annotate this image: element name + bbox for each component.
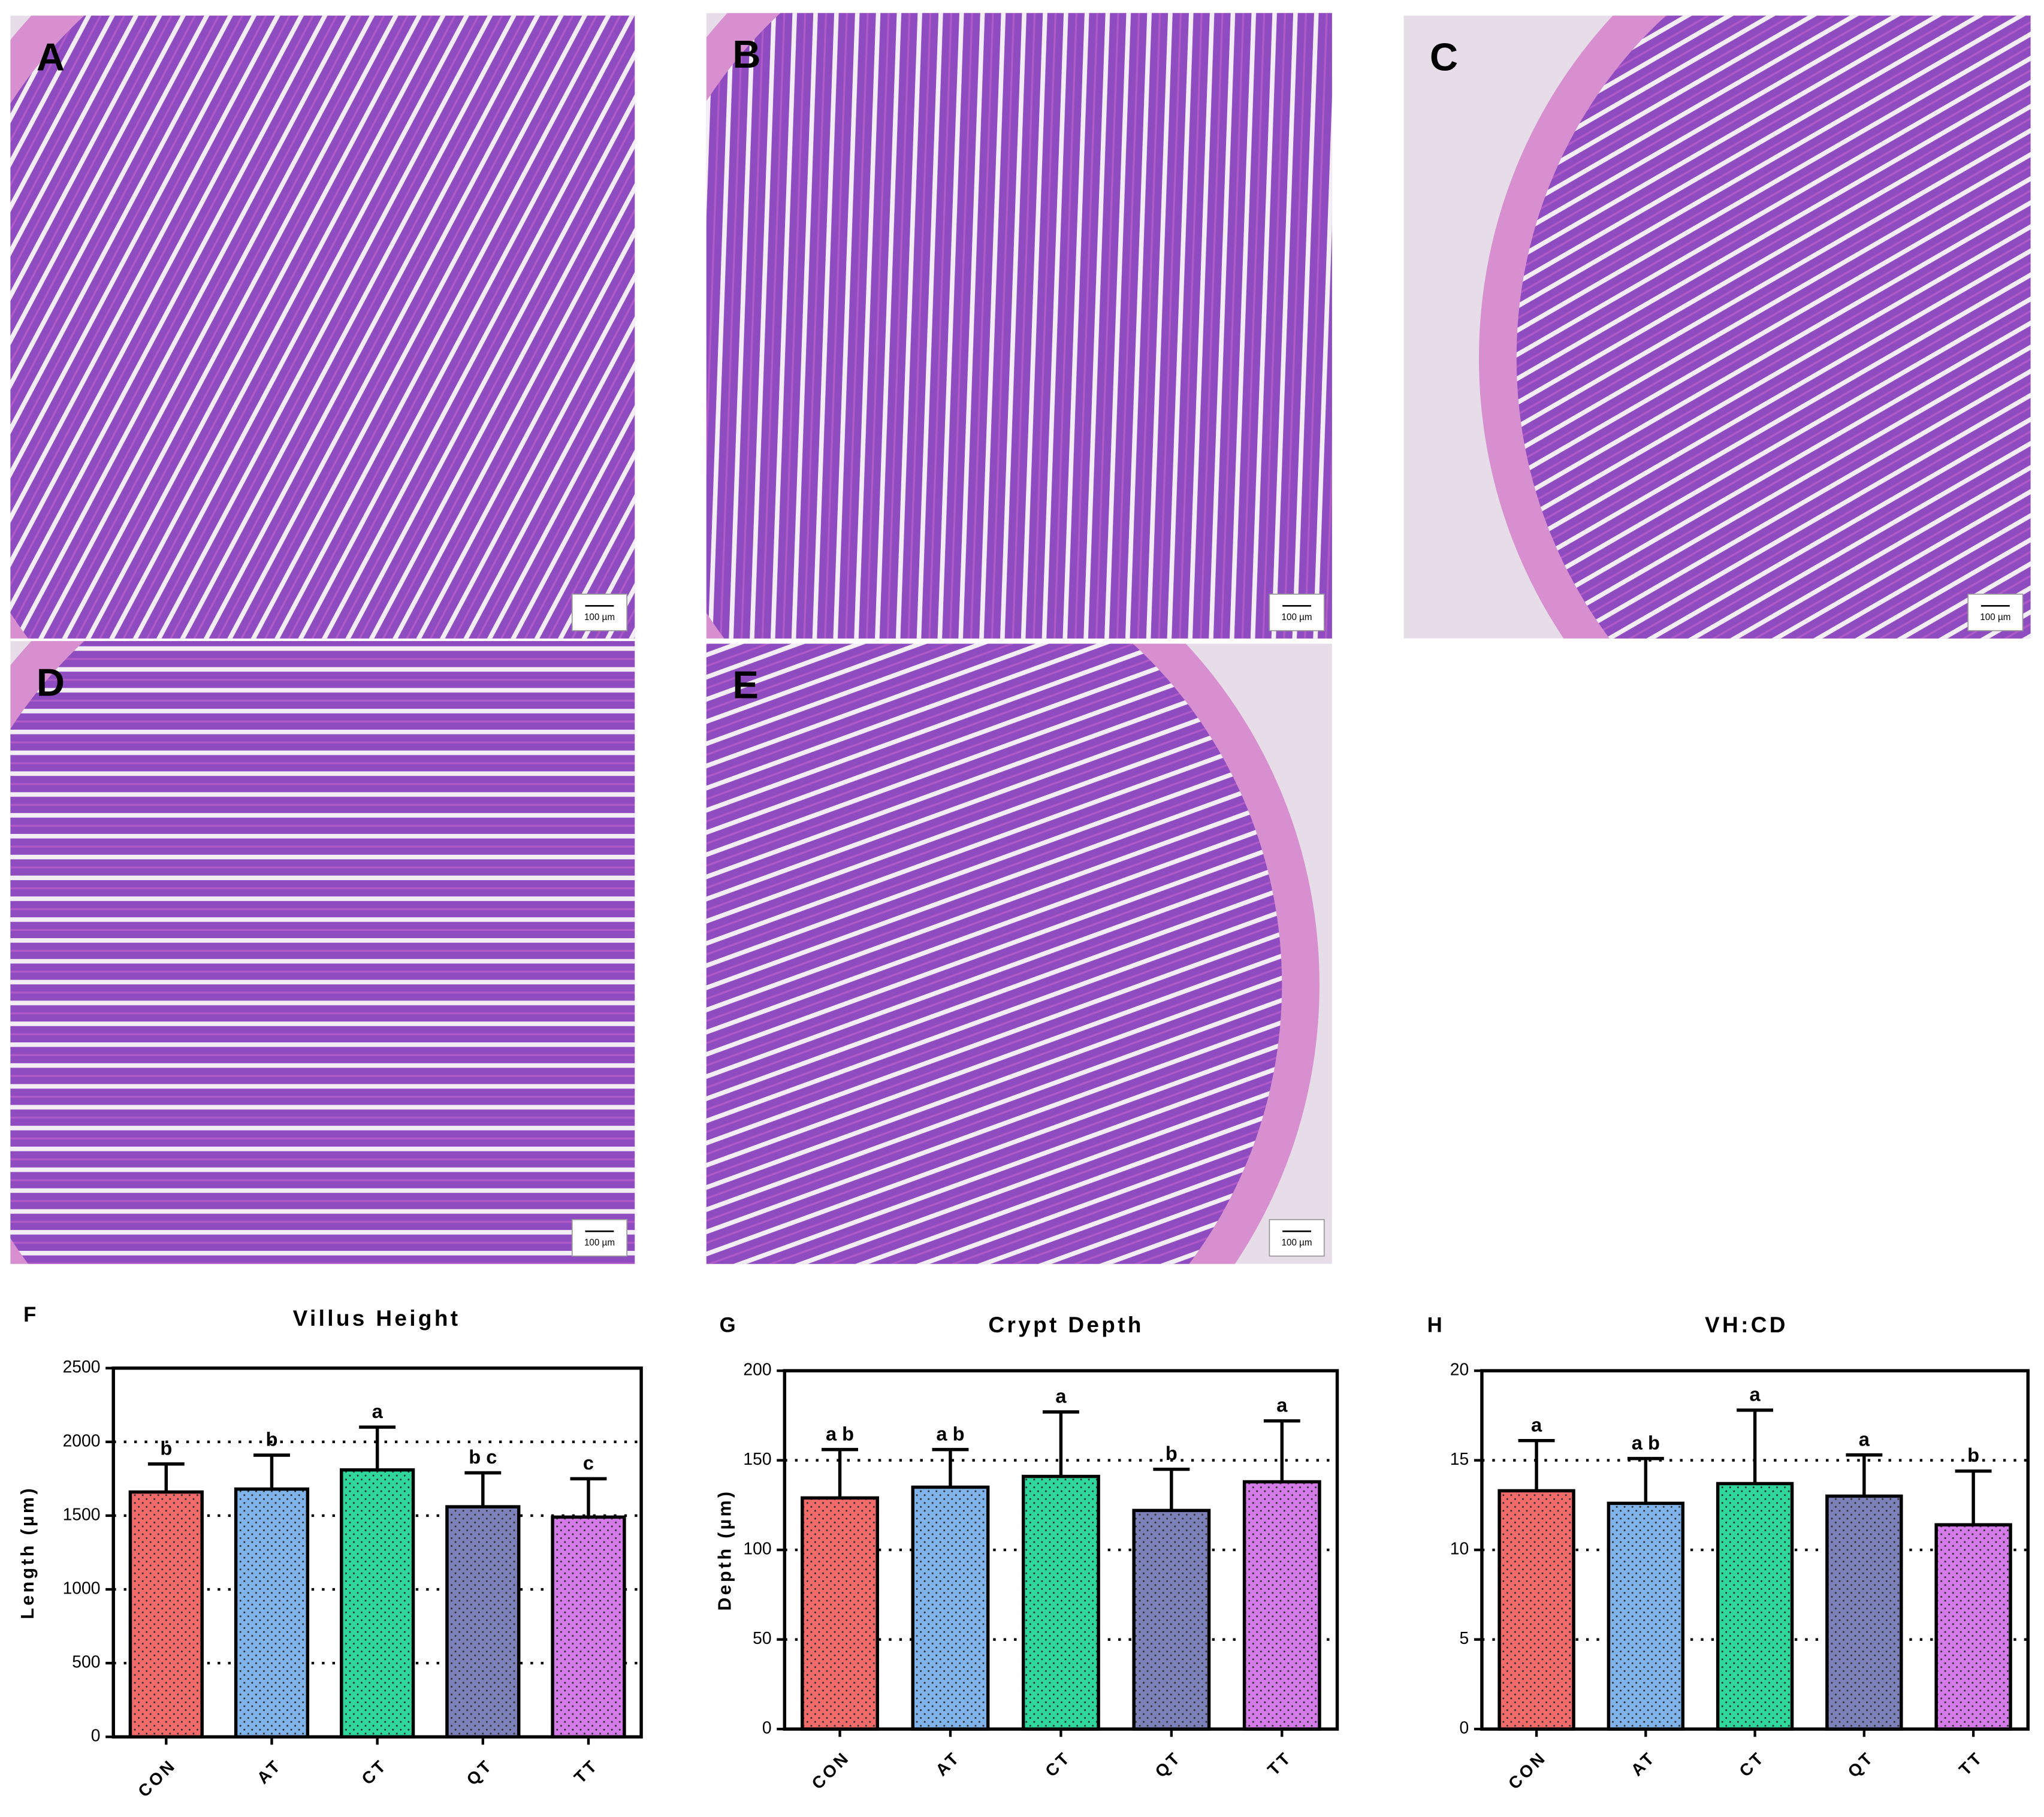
villi xyxy=(10,641,635,1264)
y-tick-label: 150 xyxy=(743,1449,771,1468)
y-tick-label: 0 xyxy=(91,1726,101,1745)
significance-label: b xyxy=(1166,1442,1178,1464)
y-tick-label: 10 xyxy=(1450,1539,1469,1558)
significance-label: a xyxy=(1276,1393,1288,1416)
bar xyxy=(1132,1508,1211,1731)
x-tick-label: QT xyxy=(463,1755,497,1789)
bar xyxy=(340,1468,415,1739)
y-tick-label: 100 xyxy=(743,1539,771,1558)
bar xyxy=(801,1496,879,1731)
scale-bar-box xyxy=(571,593,628,631)
bar xyxy=(234,1487,310,1739)
significance-label: c xyxy=(583,1452,594,1474)
villi xyxy=(706,13,1332,639)
significance-label: a xyxy=(1859,1428,1870,1450)
panel-label: F xyxy=(23,1304,36,1326)
x-tick-label: CON xyxy=(1504,1748,1550,1793)
x-tick-label: CON xyxy=(808,1748,853,1793)
y-tick-label: 5 xyxy=(1459,1628,1469,1647)
histology-image xyxy=(10,16,635,639)
panel-label: D xyxy=(37,660,65,704)
bar xyxy=(1716,1482,1794,1731)
x-tick-label: QT xyxy=(1844,1748,1878,1782)
histology-image xyxy=(10,641,635,1264)
scale-bar-label: 100 µm xyxy=(584,612,615,622)
y-axis-label: Depth (µm) xyxy=(715,1489,735,1611)
significance-label: b xyxy=(160,1437,172,1459)
x-tick-label: CON xyxy=(134,1755,180,1801)
significance-label: a xyxy=(1055,1385,1067,1407)
significance-label: b xyxy=(266,1428,278,1450)
x-tick-label: CT xyxy=(1735,1748,1768,1780)
significance-label: a b xyxy=(936,1422,964,1444)
x-tick-label: QT xyxy=(1151,1748,1185,1782)
bar xyxy=(1242,1480,1321,1731)
significance-label: b c xyxy=(469,1446,497,1468)
x-tick-label: TT xyxy=(1955,1748,1986,1779)
x-tick-label: CT xyxy=(358,1755,391,1788)
histology-image xyxy=(706,643,1332,1264)
plot-frame xyxy=(111,1366,643,1739)
significance-label: a xyxy=(1531,1413,1542,1435)
y-tick-label: 2000 xyxy=(63,1431,101,1450)
scale-bar-label: 100 µm xyxy=(1282,612,1312,622)
bar xyxy=(1497,1489,1575,1731)
panel-label: E xyxy=(732,663,759,707)
y-tick-label: 0 xyxy=(1459,1718,1469,1737)
x-tick-label: AT xyxy=(932,1748,964,1780)
x-tick-label: AT xyxy=(1627,1748,1659,1780)
villi xyxy=(10,16,635,639)
y-tick-label: 1500 xyxy=(63,1504,101,1523)
histology-image xyxy=(1403,16,2031,639)
panel-label: C xyxy=(1430,35,1458,78)
bar xyxy=(445,1505,521,1739)
panel-label: H xyxy=(1427,1314,1442,1337)
y-tick-label: 0 xyxy=(762,1718,772,1737)
bar xyxy=(911,1485,990,1731)
bar xyxy=(551,1515,626,1739)
significance-label: a xyxy=(1750,1383,1761,1405)
scale-bar-label: 100 µm xyxy=(584,1238,615,1248)
panel-label: B xyxy=(732,32,760,76)
villi xyxy=(1516,16,2031,639)
chart-title: VH:CD xyxy=(1705,1313,1788,1337)
significance-label: a b xyxy=(1632,1431,1660,1453)
y-tick-label: 20 xyxy=(1450,1360,1469,1379)
scale-bar-box xyxy=(1269,1219,1325,1257)
y-tick-label: 500 xyxy=(72,1652,100,1671)
y-tick-label: 1000 xyxy=(63,1578,101,1597)
x-tick-label: TT xyxy=(570,1755,602,1787)
y-tick-label: 15 xyxy=(1450,1449,1469,1468)
panel-label: A xyxy=(37,35,65,78)
x-tick-label: TT xyxy=(1264,1748,1296,1779)
villi xyxy=(706,643,1282,1264)
bar xyxy=(1934,1523,2012,1731)
scale-bar-box xyxy=(571,1219,628,1257)
significance-label: a xyxy=(372,1400,384,1422)
panel-label: G xyxy=(720,1314,736,1337)
plot-frame xyxy=(1480,1369,2030,1731)
plot-frame xyxy=(783,1369,1339,1731)
significance-label: b xyxy=(1967,1444,1979,1466)
bar xyxy=(128,1490,204,1739)
y-axis-label: Length (µm) xyxy=(17,1486,38,1619)
chart-title: Villus Height xyxy=(293,1306,461,1331)
y-tick-label: 50 xyxy=(753,1628,771,1647)
scale-bar-label: 100 µm xyxy=(1980,612,2010,622)
x-tick-label: AT xyxy=(253,1755,285,1788)
y-tick-label: 2500 xyxy=(63,1357,101,1376)
histology-image xyxy=(706,13,1332,639)
chart-title: Crypt Depth xyxy=(988,1313,1143,1337)
scale-bar-box xyxy=(1967,593,2024,631)
y-tick-label: 200 xyxy=(743,1360,771,1379)
x-tick-label: CT xyxy=(1041,1748,1074,1780)
significance-label: a b xyxy=(826,1422,854,1444)
bar xyxy=(1825,1494,1903,1731)
bar xyxy=(1021,1474,1100,1731)
bar xyxy=(1607,1501,1685,1731)
scale-bar-box xyxy=(1269,593,1325,631)
scale-bar-label: 100 µm xyxy=(1282,1238,1312,1248)
